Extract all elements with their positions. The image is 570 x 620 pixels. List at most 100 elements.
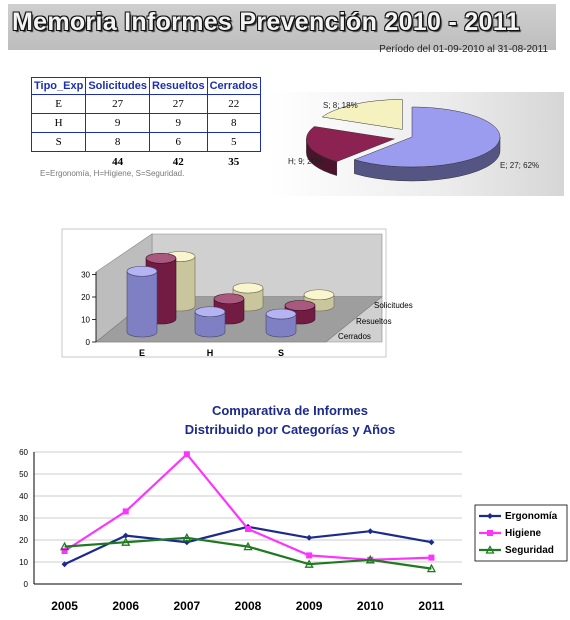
table-row: E 27 27 22 <box>30 94 261 114</box>
bar3d-bar <box>265 313 297 338</box>
line-legend-marks <box>479 513 501 554</box>
bar3d-bar <box>126 271 158 338</box>
table-total-cell: 44 <box>112 156 124 168</box>
page-title: Memoria Informes Prevención 2010 - 2011 <box>12 8 520 36</box>
table-total-cell: 35 <box>228 156 240 168</box>
line-point <box>243 541 253 551</box>
bar3d-walls <box>95 233 383 343</box>
table-row: H 9 9 8 <box>30 113 261 133</box>
line-x-tick-label: 2008 <box>235 599 262 613</box>
bar3d-frame <box>61 228 387 358</box>
bar3d-x-label: S <box>278 348 284 358</box>
pie-slice-side-h <box>306 138 338 176</box>
bar3d-depth-label: Resueltos <box>356 317 392 326</box>
line-y-tick-label: 20 <box>19 536 28 545</box>
table-header-cell: Solicitudes <box>85 77 150 95</box>
line-x-tick-label: 2010 <box>357 599 384 613</box>
legend-label-seguridad: Seguridad <box>505 545 554 556</box>
line-x-tick-label: 2011 <box>418 599 444 613</box>
table-cell: S <box>30 132 87 152</box>
table-header-cell: Tipo_Exp <box>30 77 87 95</box>
line-series-1 <box>63 452 432 561</box>
line-point <box>367 528 374 535</box>
period-label: Período del 01-09-2010 al 31-08-2011 <box>379 44 548 55</box>
bar3d-bar-top <box>303 289 335 301</box>
pie-slice-side-e <box>354 136 501 182</box>
table-cell: 9 <box>85 113 150 133</box>
pie-label-e: E; 27; 62% <box>500 161 539 170</box>
line-point <box>122 508 129 515</box>
table-totals-row: 44 42 35 <box>32 152 261 172</box>
line-point <box>306 552 313 559</box>
bar3d-y-tick-label: 30 <box>81 271 90 280</box>
bar3d-bar-top <box>194 306 226 318</box>
table-cell: 6 <box>149 132 208 152</box>
line-point <box>245 523 251 530</box>
line-point <box>245 526 251 532</box>
line-point <box>426 563 437 573</box>
bar3d-bar-top <box>145 252 177 264</box>
line-y-tick-label: 50 <box>19 470 28 479</box>
table-cell: 27 <box>85 94 150 114</box>
line-point <box>487 530 493 536</box>
line-legend <box>474 504 568 562</box>
bar3d-bar-top <box>284 300 316 311</box>
bar3d-depth-label: Cerrados <box>338 332 371 341</box>
line-point <box>182 532 192 542</box>
table-cell: H <box>30 113 87 133</box>
table-legend-note: E=Ergonomía, H=Higiene, S=Seguridad. <box>40 169 185 178</box>
table-header-cell: Resueltos <box>149 77 208 95</box>
bar3d-bar <box>232 287 264 312</box>
pie-background <box>268 92 564 196</box>
table-total-cell: 42 <box>172 156 184 168</box>
line-point <box>183 451 190 458</box>
bar3d-depth-label: Solicitudes <box>374 301 413 310</box>
table-cell: 9 <box>149 113 208 133</box>
table-row: S 8 6 5 <box>30 132 261 152</box>
line-y-tick-label: 30 <box>19 514 28 523</box>
pie-label-s: S; 8; 18% <box>323 101 358 110</box>
table-header-cell: Cerrados <box>206 77 261 95</box>
line-point <box>61 548 68 554</box>
bar3d-bar-top <box>126 265 158 277</box>
pie-tops <box>306 99 501 168</box>
bar3d-bar <box>213 298 245 325</box>
legend-label-ergonomia: Ergonomía <box>505 511 558 522</box>
line-x-tick-label: 2009 <box>296 599 323 613</box>
table-cell: 22 <box>206 94 261 114</box>
bar3d-floor <box>95 296 383 343</box>
bar3d-bar <box>145 258 177 325</box>
line-grid <box>34 451 462 585</box>
line-chart-subtitle: Distribuido por Categorías y Años <box>185 422 395 437</box>
line-series <box>59 451 437 573</box>
line-point <box>367 556 374 563</box>
pie-label-h: H; 9; 20% <box>288 157 323 166</box>
title-banner <box>8 4 556 50</box>
pie-sides <box>306 136 501 182</box>
pie-slice-e <box>353 106 501 168</box>
line-x-tick-label: 2005 <box>51 599 78 613</box>
bar3d-x-label: H <box>207 348 214 358</box>
pie-slice-s <box>321 99 403 130</box>
line-point <box>365 554 375 564</box>
bar3d-bar <box>284 305 316 325</box>
line-point <box>304 559 314 568</box>
bar3d-bars <box>126 251 335 338</box>
table-header-row: Tipo_Exp Solicitudes Resueltos Cerrados <box>30 77 261 95</box>
bar3d-bar <box>303 294 335 312</box>
line-chart-title: Comparativa de Informes <box>212 403 368 418</box>
line-point <box>485 545 495 554</box>
line-y-tick-label: 0 <box>24 580 29 589</box>
line-y-tick-label: 10 <box>19 558 28 567</box>
bar3d-bar <box>164 256 196 312</box>
bar3d-x-label: E <box>139 348 145 358</box>
line-x-tick-label: 2006 <box>112 599 139 613</box>
bar3d-y-tick-label: 10 <box>81 316 90 325</box>
line-point <box>306 534 313 541</box>
line-point <box>428 554 435 561</box>
table-cell: 27 <box>149 94 208 114</box>
line-y-tick-label: 60 <box>19 448 28 457</box>
line-series-0 <box>64 525 432 566</box>
line-x-tick-label: 2007 <box>174 599 201 613</box>
summary-table: Tipo_Exp Solicitudes Resueltos Cerrados … <box>30 77 261 172</box>
